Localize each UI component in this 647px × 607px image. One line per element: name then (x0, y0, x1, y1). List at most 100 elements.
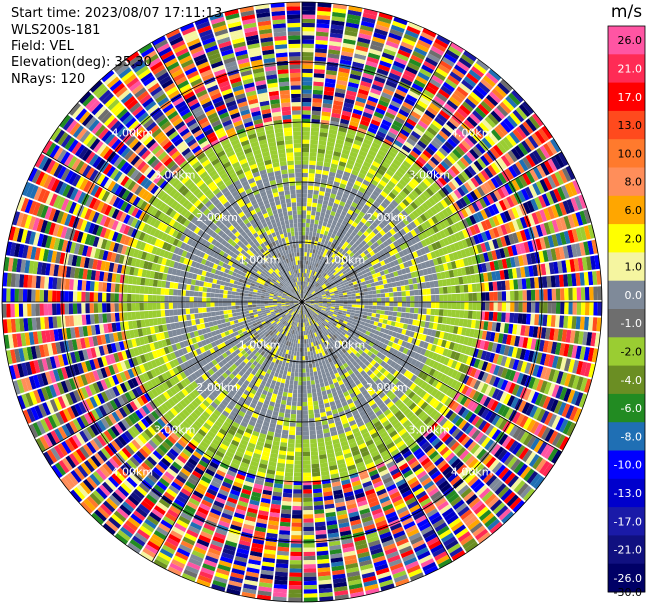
radar-gate-cell (114, 283, 120, 293)
radar-gate-cell (39, 289, 44, 302)
radar-gate-cell (476, 302, 482, 311)
radar-gate-cell (500, 379, 509, 391)
radar-gate-cell (562, 420, 573, 435)
radar-gate-cell (288, 597, 302, 602)
radar-gate-cell (73, 279, 79, 291)
radar-gate-cell (366, 327, 372, 333)
radar-gate-cell (349, 314, 355, 319)
radar-gate-cell (143, 286, 149, 294)
radar-gate-cell (309, 426, 316, 431)
radar-gate-cell (123, 284, 128, 293)
radar-gate-cell (476, 349, 484, 359)
radar-gate-cell (542, 396, 551, 409)
radar-gate-cell (147, 294, 153, 302)
radar-gate-cell (467, 413, 477, 424)
radar-gate-cell (223, 286, 229, 291)
radar-gate-cell (417, 422, 426, 432)
radar-gate-cell (386, 320, 392, 326)
radar-gate-cell (572, 360, 580, 374)
radar-gate-cell (361, 413, 369, 421)
radar-gate-cell (349, 352, 355, 358)
radar-gate-cell (428, 377, 436, 386)
radar-gate-cell (106, 282, 112, 292)
radar-gate-cell (363, 311, 368, 316)
radar-gate-cell (410, 429, 420, 438)
radar-gate-cell (295, 443, 302, 448)
radar-gate-cell (289, 560, 302, 565)
radar-gate-cell (69, 279, 74, 290)
radar-gate-cell (588, 317, 594, 331)
radar-gate-cell (346, 354, 353, 360)
radar-gate-cell (315, 362, 320, 368)
radar-gate-cell (448, 412, 458, 422)
radar-gate-cell (302, 389, 307, 394)
radar-gate-cell (303, 543, 315, 548)
radar-gate-cell (425, 315, 431, 322)
radar-gate-cell (363, 403, 371, 410)
radar-gate-cell (575, 316, 581, 330)
radar-gate-cell (403, 355, 410, 362)
radar-gate-cell (464, 302, 469, 310)
radar-gate-cell (446, 349, 453, 358)
radar-gate-cell (531, 351, 539, 364)
radar-gate-cell (386, 441, 395, 450)
radar-gate-cell (341, 312, 347, 316)
radar-gate-cell (440, 395, 449, 404)
radar-gate-cell (321, 338, 325, 343)
radar-gate-cell (373, 368, 380, 376)
radar-gate-cell (481, 512, 495, 525)
radar-gate-cell (398, 428, 407, 437)
radar-gate-cell (346, 322, 352, 327)
radar-gate-cell (302, 414, 309, 419)
radar-gate-cell (450, 496, 462, 507)
radar-gate-cell (311, 388, 317, 394)
radar-gate-cell (381, 302, 386, 306)
radar-gate-cell (337, 311, 343, 315)
radar-gate-cell (292, 342, 296, 348)
radar-gate-cell (308, 306, 313, 310)
radar-gate-cell (310, 303, 315, 306)
radar-gate-cell (373, 362, 380, 369)
radar-gate-cell (473, 369, 481, 379)
radar-gate-cell (110, 303, 115, 312)
radar-gate-cell (400, 405, 409, 413)
radar-gate-cell (395, 332, 402, 339)
radar-gate-cell (340, 324, 346, 329)
radar-gate-cell (488, 426, 498, 438)
radar-gate-cell (380, 327, 386, 333)
radar-gate-cell (542, 340, 549, 353)
radar-gate-cell (574, 392, 584, 407)
radar-gate-cell (551, 432, 562, 447)
radar-gate-cell (303, 560, 316, 565)
radar-gate-cell (310, 380, 315, 385)
radar-gate-cell (450, 350, 457, 360)
radar-gate-cell (143, 303, 148, 311)
radar-gate-cell (373, 385, 381, 393)
radar-gate-cell (510, 396, 519, 409)
radar-gate-cell (341, 322, 347, 327)
radar-gate-cell (426, 447, 436, 457)
radar-gate-cell (458, 373, 466, 383)
radar-gate-cell (283, 421, 290, 427)
radar-gate-cell (312, 476, 321, 481)
radar-gate-cell (399, 375, 407, 383)
radar-gate-cell (354, 379, 361, 386)
radar-gate-cell (456, 447, 467, 458)
radar-gate-cell (339, 345, 344, 351)
radar-gate-cell (157, 280, 162, 288)
radar-gate-cell (374, 330, 380, 336)
radar-gate-cell (291, 367, 295, 373)
radar-gate-cell (352, 328, 358, 333)
radar-gate-cell (335, 303, 340, 306)
radar-gate-cell (414, 368, 422, 377)
radar-gate-cell (420, 457, 431, 467)
radar-gate-cell (354, 341, 360, 347)
radar-gate-cell (363, 383, 371, 390)
radar-gate-cell (286, 451, 295, 456)
radar-gate-cell (303, 501, 313, 507)
radar-gate-cell (336, 352, 342, 358)
radar-gate-cell (516, 372, 524, 385)
radar-gate-cell (330, 318, 335, 323)
radar-gate-cell (332, 359, 338, 365)
radar-gate-cell (288, 388, 293, 394)
